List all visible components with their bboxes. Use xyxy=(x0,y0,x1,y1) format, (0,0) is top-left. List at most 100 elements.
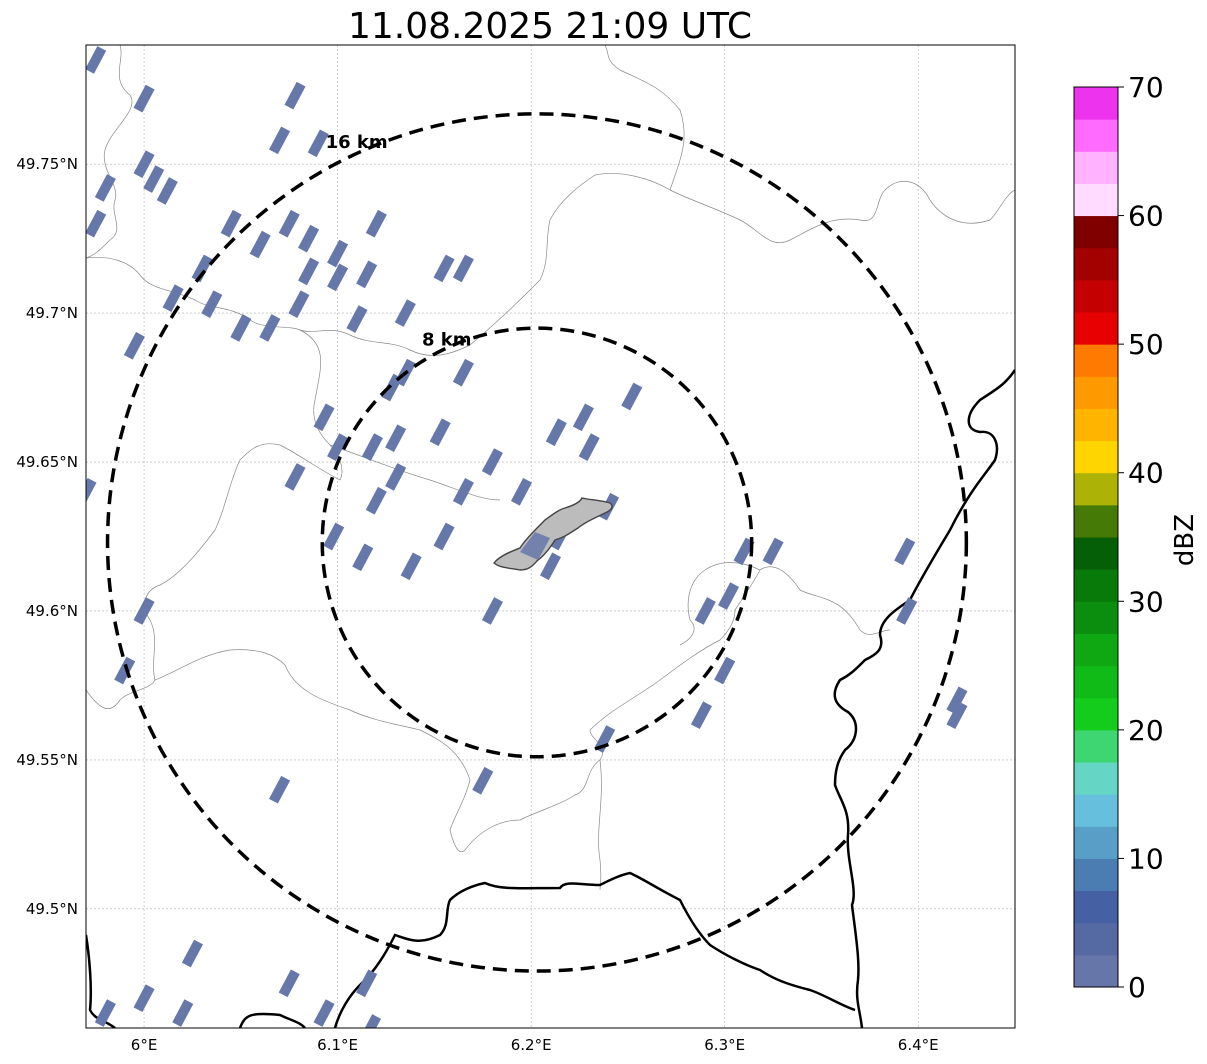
radar-echo xyxy=(133,84,155,113)
radar-echo xyxy=(288,290,310,318)
radar-echo xyxy=(327,263,349,292)
map-frame xyxy=(85,44,1016,1029)
colorbar-frame xyxy=(1073,86,1119,988)
colorbar-tick-label: 0 xyxy=(1128,971,1146,1004)
radar-echo xyxy=(733,537,755,566)
national-borders xyxy=(86,369,1015,1028)
range-ring-label: 16 km xyxy=(326,132,388,153)
radar-echo xyxy=(298,257,320,286)
lat-tick-label: 49.65°N xyxy=(16,453,78,471)
colorbar-tick-label: 40 xyxy=(1128,457,1164,490)
radar-echo xyxy=(365,209,387,238)
colorbar-label: dBZ xyxy=(1170,514,1200,566)
colorbar-segment xyxy=(1074,826,1118,859)
radar-echoes xyxy=(86,46,968,1028)
radar-echo xyxy=(361,433,383,461)
radar-echo xyxy=(545,418,567,447)
radar-echo xyxy=(86,209,107,238)
colorbar-tick-label: 50 xyxy=(1128,328,1164,361)
colorbar-segment xyxy=(1074,408,1118,442)
colorbar-segment xyxy=(1074,279,1118,313)
radar-echo xyxy=(400,552,422,581)
range-ring-label: 8 km xyxy=(422,329,472,350)
colorbar-segment xyxy=(1074,569,1118,602)
radar-echo xyxy=(365,486,387,515)
radar-echo xyxy=(327,239,349,268)
radar-echo xyxy=(230,314,252,342)
radar-echo xyxy=(313,999,335,1027)
colorbar-segment xyxy=(1074,633,1118,667)
colorbar-tick-label: 20 xyxy=(1128,714,1164,747)
radar-echo xyxy=(452,477,474,506)
radar-echo xyxy=(172,999,194,1027)
radar-echo xyxy=(269,775,291,804)
radar-echo xyxy=(323,522,345,551)
radar-echo xyxy=(714,656,736,685)
radar-echo xyxy=(86,477,97,506)
lat-tick-label: 49.55°N xyxy=(16,751,78,769)
radar-echo xyxy=(894,537,916,566)
colorbar-segment xyxy=(1074,729,1118,763)
colorbar-segment xyxy=(1074,504,1118,538)
radar-echo xyxy=(452,254,474,283)
radar-echo xyxy=(278,209,300,238)
colorbar-segment xyxy=(1074,537,1118,570)
colorbar-segment xyxy=(1074,247,1118,281)
radar-echo xyxy=(385,424,407,453)
colorbar-segment xyxy=(1074,665,1118,699)
radar-echo xyxy=(94,999,116,1027)
radar-echo xyxy=(114,656,136,685)
radar-echo xyxy=(429,418,451,447)
radar-echo xyxy=(718,582,740,610)
radar-echo xyxy=(356,260,378,289)
radar-echo xyxy=(162,284,184,313)
colorbar-segment xyxy=(1074,87,1118,120)
radar-echo xyxy=(156,177,178,205)
radar-echo xyxy=(452,358,474,387)
radar-echo xyxy=(191,254,213,283)
radar-echo xyxy=(86,46,107,74)
radar-echo xyxy=(327,433,349,461)
radar-echo xyxy=(433,254,455,283)
lat-tick-label: 49.5°N xyxy=(26,900,78,918)
colorbar-segment xyxy=(1074,376,1118,409)
radar-echo xyxy=(481,448,503,476)
radar-echo xyxy=(133,597,155,625)
range-ring xyxy=(320,326,754,759)
radar-echo xyxy=(313,403,335,432)
radar-echo xyxy=(433,522,455,551)
radar-echo xyxy=(298,224,320,253)
colorbar-segment xyxy=(1074,312,1118,345)
radar-echo xyxy=(94,174,116,202)
radar-echo xyxy=(481,597,503,625)
radar-echo xyxy=(133,150,155,178)
range-ring xyxy=(105,112,969,973)
radar-echo xyxy=(123,332,145,360)
radar-echo xyxy=(284,81,306,110)
radar-echo xyxy=(946,686,968,715)
colorbar-segment xyxy=(1074,922,1118,956)
radar-echo xyxy=(259,314,281,342)
colorbar: 0 10 20 30 40 50 60 70 xyxy=(1073,71,1164,1004)
colorbar-segment xyxy=(1074,762,1118,795)
gridlines xyxy=(86,45,1015,1028)
radar-echo xyxy=(346,305,368,333)
colorbar-segment xyxy=(1074,954,1118,988)
radar-echo xyxy=(946,701,968,730)
radar-echo xyxy=(220,209,242,238)
colorbar-segment xyxy=(1074,601,1118,634)
colorbar-segment xyxy=(1074,215,1118,249)
colorbar-segment xyxy=(1074,151,1118,184)
radar-echo xyxy=(249,230,271,259)
radar-echo xyxy=(133,984,155,1013)
lon-tick-label: 6.3°E xyxy=(704,1036,745,1054)
radar-echo xyxy=(307,129,329,158)
radar-echo xyxy=(284,463,306,491)
radar-echo xyxy=(352,543,374,572)
radar-echo xyxy=(356,969,378,998)
radar-echo xyxy=(621,382,643,411)
lat-tick-label: 49.75°N xyxy=(16,155,78,173)
colorbar-tick-label: 70 xyxy=(1128,71,1164,104)
colorbar-segment xyxy=(1074,697,1118,731)
